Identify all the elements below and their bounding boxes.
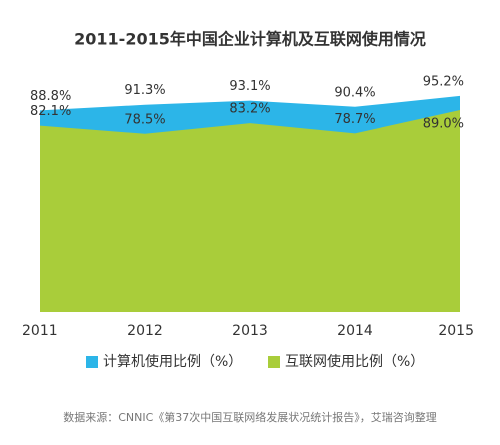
data-label: 78.7% [334, 112, 375, 127]
data-label: 90.4% [334, 85, 375, 100]
data-label: 95.2% [423, 74, 464, 89]
data-label: 82.1% [30, 104, 71, 119]
data-label: 89.0% [423, 116, 464, 131]
source-note: 数据来源：CNNIC《第37次中国互联网络发展状况统计报告》，艾瑞咨询整理 [63, 410, 437, 424]
x-tick-label: 2011 [22, 323, 58, 339]
legend-swatch [268, 356, 280, 368]
data-label: 93.1% [229, 79, 270, 94]
x-tick-label: 2015 [438, 323, 474, 339]
chart-title: 2011-2015年中国企业计算机及互联网使用情况 [74, 30, 426, 49]
x-tick-label: 2014 [337, 323, 373, 339]
data-label: 91.3% [124, 83, 165, 98]
x-tick-label: 2013 [232, 323, 268, 339]
x-tick-label: 2012 [127, 323, 163, 339]
legend-label: 互联网使用比例（%） [285, 353, 424, 370]
data-label: 78.5% [124, 112, 165, 127]
data-label: 88.8% [30, 89, 71, 104]
legend-swatch [86, 356, 98, 368]
area [40, 109, 460, 312]
legend-label: 计算机使用比例（%） [103, 353, 242, 370]
data-label: 83.2% [229, 102, 270, 117]
